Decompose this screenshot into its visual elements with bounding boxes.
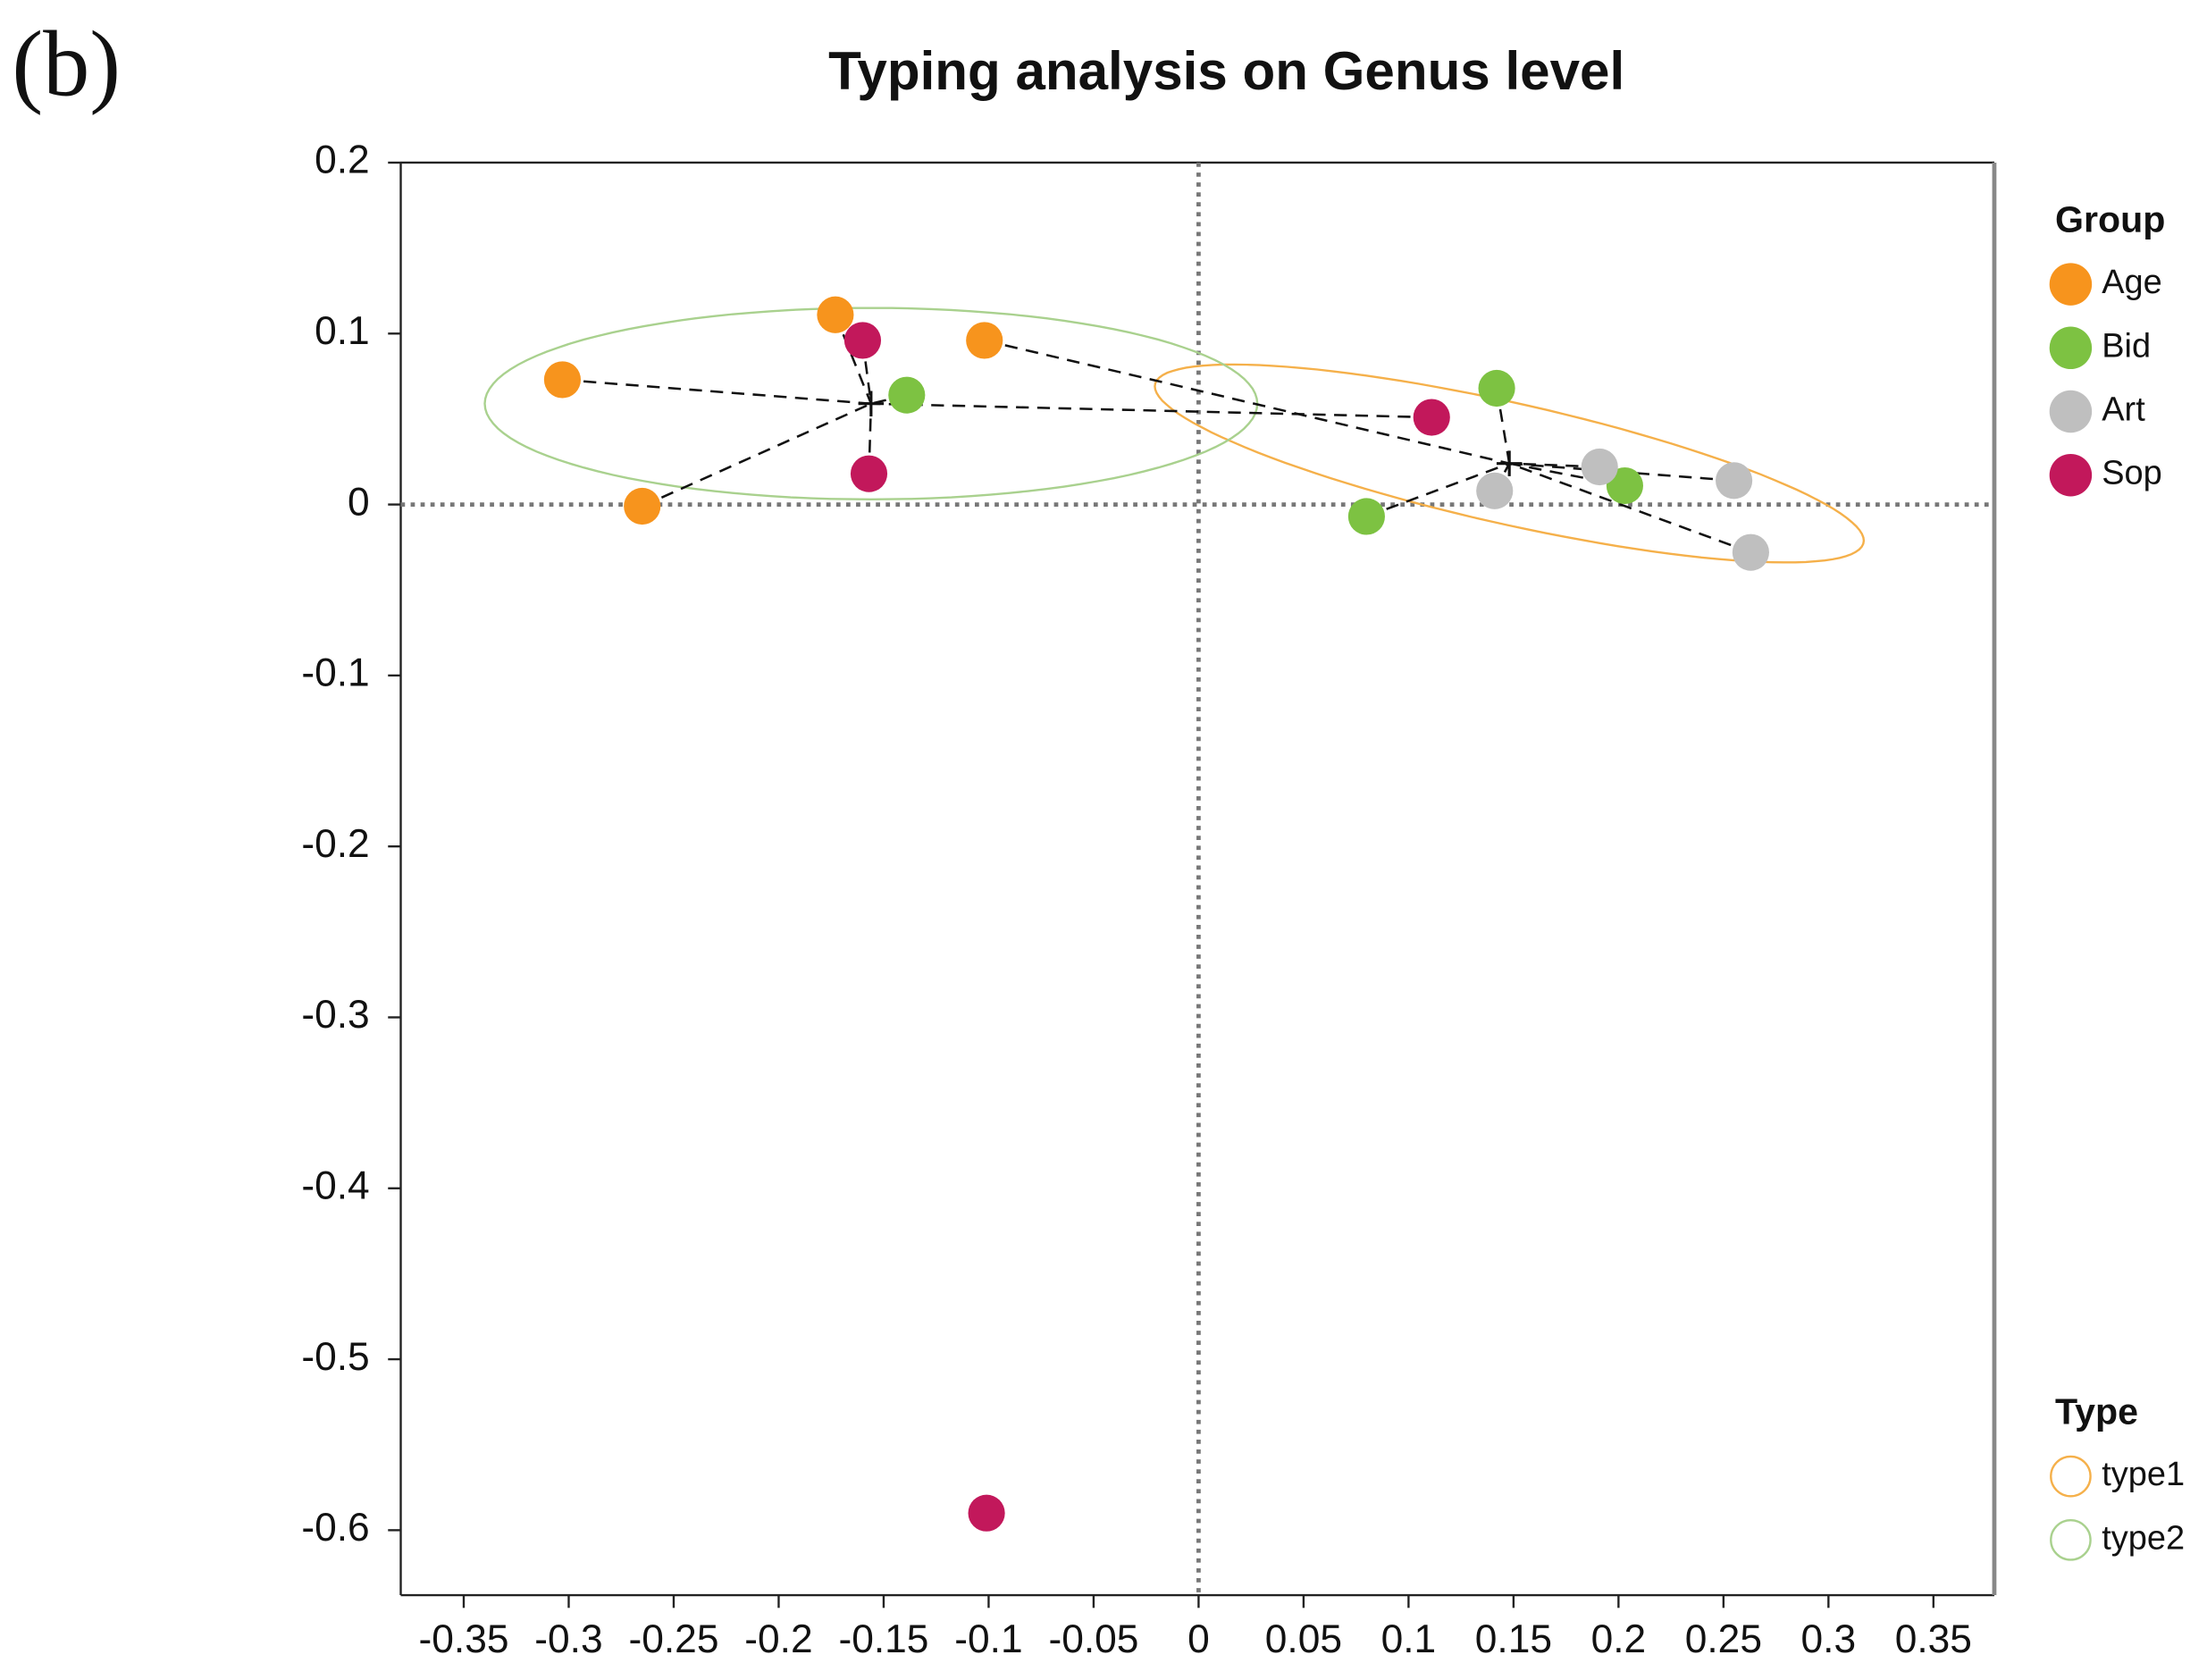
point [1606, 466, 1643, 505]
type-legend-label: type1 [2102, 1456, 2185, 1493]
legend-label: Age [2102, 264, 2162, 301]
legend-label: Sop [2102, 455, 2162, 492]
link-line [1509, 462, 1600, 468]
type-legend-swatch [2050, 1518, 2092, 1561]
legend-label: Bid [2102, 327, 2151, 365]
legend-title: Group [2055, 198, 2165, 239]
legend-swatch [2049, 263, 2093, 306]
y-tick-label: -0.4 [301, 1163, 369, 1207]
x-tick-label: 0.1 [1381, 1617, 1437, 1661]
point [624, 487, 661, 525]
y-tick-label: 0 [348, 480, 370, 524]
link-line [870, 402, 1432, 419]
link-line [834, 314, 873, 405]
legend-swatch [2049, 390, 2093, 433]
x-tick-label: 0.35 [1895, 1617, 1972, 1661]
point [966, 322, 1003, 359]
point [1347, 498, 1385, 535]
type-ellipse [1154, 363, 1866, 564]
legend-swatch [2049, 326, 2093, 370]
x-tick-label: 0.05 [1265, 1617, 1342, 1661]
x-tick-label: 0.25 [1685, 1617, 1762, 1661]
chart-title: Typing analysis on Genus level [828, 41, 1624, 101]
panel-label: (b) [12, 12, 121, 115]
link-line [562, 378, 871, 405]
point [1732, 533, 1769, 571]
point [1581, 448, 1618, 486]
point [1413, 399, 1450, 436]
point [817, 296, 854, 333]
x-tick-label: -0.35 [419, 1617, 509, 1661]
y-tick-label: 0.1 [315, 309, 370, 353]
type-legend-label: type2 [2102, 1519, 2185, 1557]
y-tick-label: -0.1 [301, 651, 369, 695]
point [968, 1494, 1005, 1532]
y-tick-label: -0.6 [301, 1506, 369, 1550]
type-legend-title: Type [2055, 1390, 2138, 1432]
y-tick-label: -0.5 [301, 1335, 369, 1379]
x-tick-label: -0.1 [954, 1617, 1022, 1661]
point [843, 322, 882, 359]
x-tick-label: -0.15 [838, 1617, 928, 1661]
type-legend-swatch [2050, 1455, 2092, 1498]
x-tick-label: -0.2 [744, 1617, 812, 1661]
link-line [642, 402, 872, 508]
y-tick-label: 0.2 [315, 139, 370, 182]
x-tick-label: 0.3 [1801, 1617, 1857, 1661]
y-tick-label: -0.3 [301, 993, 369, 1037]
x-tick-label: -0.3 [534, 1617, 602, 1661]
y-tick-label: -0.2 [301, 822, 369, 866]
legend-swatch [2049, 453, 2093, 497]
type-center [1496, 450, 1523, 476]
x-tick-label: 0.2 [1591, 1617, 1647, 1661]
legend-label: Art [2102, 391, 2145, 429]
point [1716, 462, 1753, 500]
x-tick-label: -0.05 [1048, 1617, 1138, 1661]
point [543, 361, 582, 399]
link-line [984, 339, 1510, 465]
x-tick-label: 0 [1187, 1617, 1210, 1661]
link-line [1508, 462, 1751, 554]
point [1478, 369, 1515, 407]
x-tick-label: 0.15 [1475, 1617, 1552, 1661]
type-ellipse [483, 307, 1259, 500]
point [1476, 472, 1514, 509]
link-line [1365, 462, 1510, 518]
type-center [858, 391, 885, 416]
point [850, 455, 888, 492]
x-tick-label: -0.25 [628, 1617, 718, 1661]
point [888, 376, 926, 414]
